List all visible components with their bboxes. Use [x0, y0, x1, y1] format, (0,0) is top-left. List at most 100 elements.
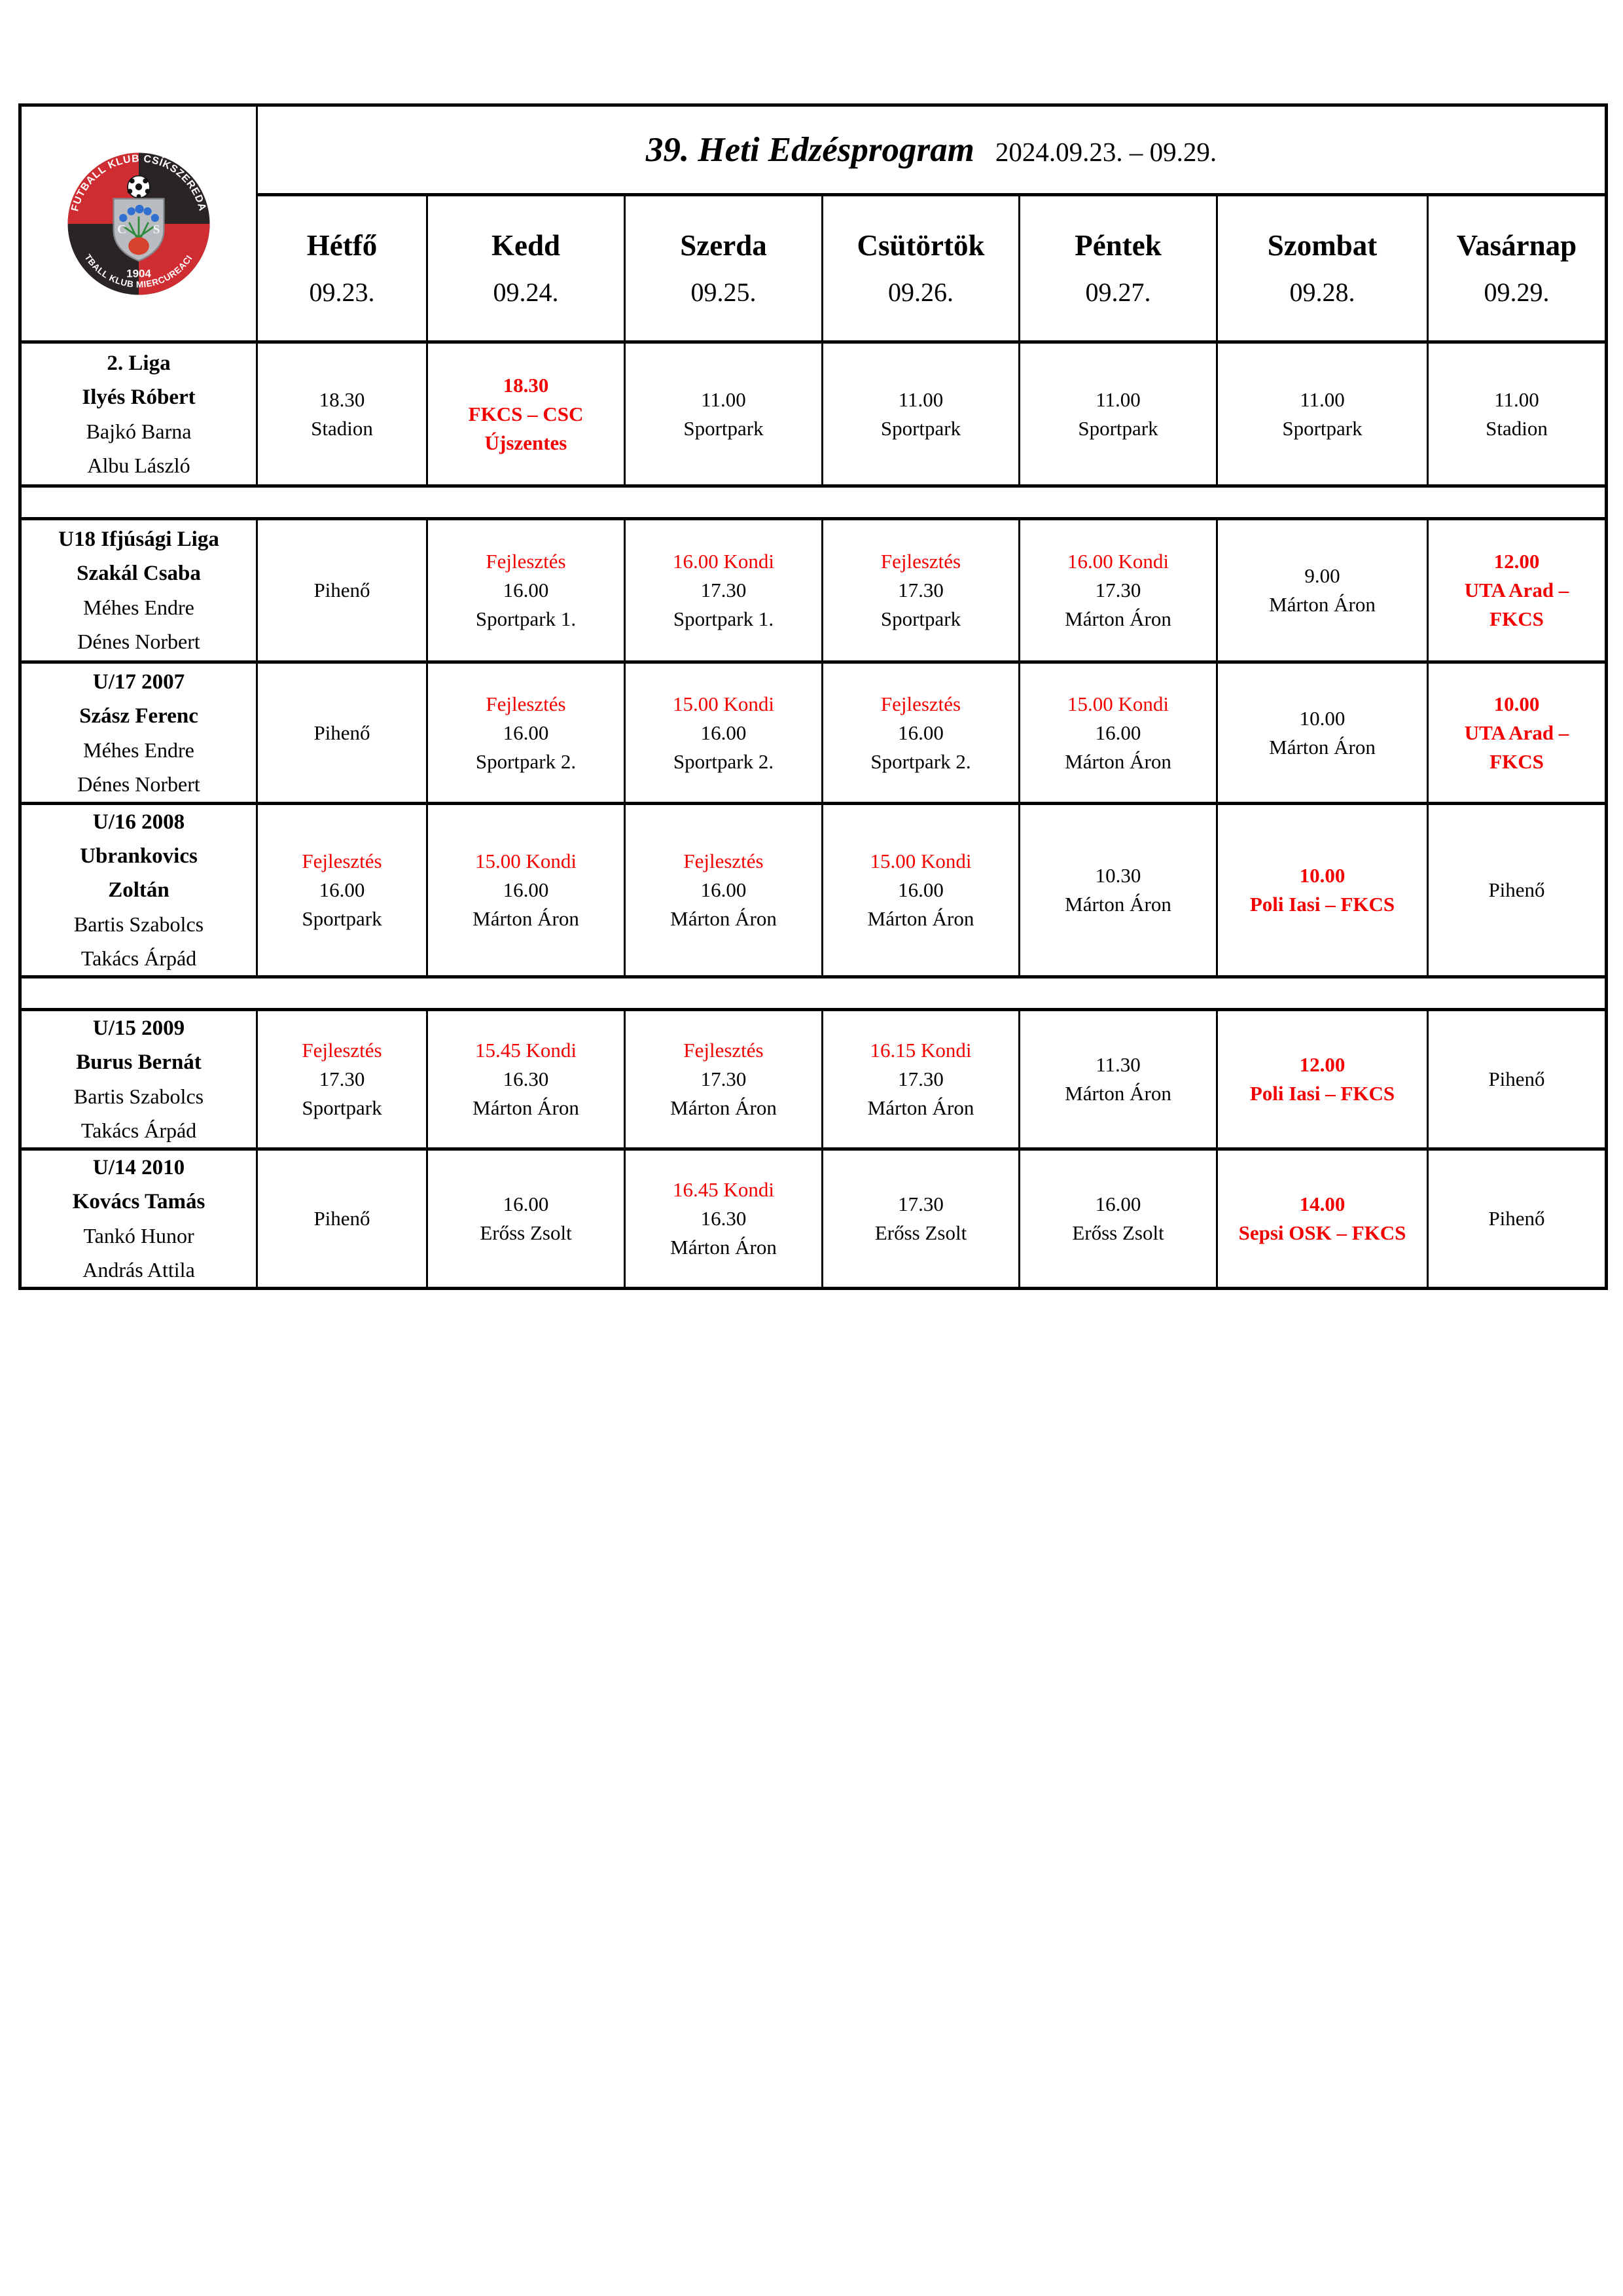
schedule-line: Újszentes	[484, 431, 567, 454]
day-date: 09.28.	[1289, 278, 1355, 308]
svg-text:S: S	[153, 223, 160, 236]
schedule-cell-u15-day6: 12.00 Poli Iasi – FKCS	[1216, 1008, 1429, 1151]
schedule-line: Stadion	[311, 416, 373, 440]
schedule-cell-u14-day2: 16.00 Erőss Zsolt	[426, 1147, 626, 1290]
schedule-line: 16.00	[700, 721, 747, 744]
team-label-line: Dénes Norbert	[77, 772, 200, 796]
schedule-line: 15.00 Kondi	[673, 692, 774, 715]
day-header-3: Szerda 09.25.	[624, 193, 823, 344]
schedule-line: Sportpark	[683, 416, 764, 440]
day-date: 09.23.	[309, 278, 375, 308]
schedule-line: 16.00 Kondi	[1067, 550, 1169, 573]
schedule-line: 10.30	[1095, 864, 1141, 887]
schedule-line: 16.00	[503, 1193, 549, 1215]
schedule-cell-u15-day7: Pihenő	[1427, 1008, 1607, 1151]
schedule-line: 10.00	[1299, 864, 1346, 887]
team-label-line: Zoltán	[108, 878, 169, 902]
schedule-line: Sportpark 1.	[475, 607, 577, 630]
schedule-line: Márton Áron	[473, 907, 579, 930]
schedule-cell-u15-day2: 15.45 Kondi 16.30 Márton Áron	[426, 1008, 626, 1151]
page-title: 39. Heti Edzésprogram	[645, 131, 974, 169]
team-row-u16: U/16 2008 Ubrankovics Zoltán Bartis Szabolc…	[19, 802, 1607, 978]
team-label-line: Bajkó Barna	[86, 419, 192, 443]
day-header-5: Péntek 09.27.	[1018, 193, 1218, 344]
schedule-cell-u16-day6: 10.00 Poli Iasi – FKCS	[1216, 802, 1429, 978]
schedule-line: Fejlesztés	[683, 1039, 764, 1062]
schedule-line: Erőss Zsolt	[480, 1221, 572, 1244]
day-name: Hétfő	[306, 228, 378, 262]
schedule-cell-u18-day2: Fejlesztés 16.00 Sportpark 1.	[426, 517, 626, 664]
schedule-cell-u14-day5: 16.00 Erőss Zsolt	[1018, 1147, 1218, 1290]
schedule-line: Fejlesztés	[880, 692, 961, 715]
day-header-row: Hétfő 09.23. Kedd 09.24. Szerda 09.25. Csütört…	[20, 193, 1607, 344]
schedule-cell-u18-day4: Fejlesztés 17.30 Sportpark	[821, 517, 1020, 664]
schedule-line: FKCS – CSC	[468, 402, 584, 425]
schedule-cell-u17-day5: 15.00 Kondi 16.00 Márton Áron	[1018, 660, 1218, 805]
schedule-line: Márton Áron	[1269, 735, 1376, 759]
day-header-2: Kedd 09.24.	[426, 193, 626, 344]
team-label-line: Ubrankovics	[80, 844, 198, 868]
team-label-line: Szász Ferenc	[79, 704, 198, 728]
schedule-line: Stadion	[1486, 416, 1548, 440]
schedule-line: Sportpark 2.	[673, 749, 774, 773]
schedule-line: Márton Áron	[473, 1096, 579, 1119]
schedule-cell-u15-day1: Fejlesztés 17.30 Sportpark	[256, 1008, 428, 1151]
schedule-line: 18.30	[319, 387, 365, 411]
day-date: 09.25.	[690, 278, 757, 308]
schedule-line: 11.30	[1096, 1053, 1141, 1076]
schedule-line: 18.30	[503, 373, 549, 397]
team-label-line: Ilyés Róbert	[82, 385, 196, 409]
schedule-cell-u14-day1: Pihenő	[256, 1147, 428, 1290]
schedule-line: Pihenő	[313, 721, 370, 744]
team-label-line: Burus Bernát	[76, 1050, 202, 1074]
day-name: Péntek	[1075, 228, 1162, 262]
schedule-line: 14.00	[1299, 1193, 1346, 1215]
schedule-cell-u16-day1: Fejlesztés 16.00 Sportpark	[256, 802, 428, 978]
day-header-1: Hétfő 09.23.	[256, 193, 428, 344]
spacer-row	[18, 975, 1608, 1011]
schedule-line: 16.00	[503, 579, 549, 601]
title-row: FUTBALL KLUB CSÍKSZEREDA FUTBALL KLUB MI…	[19, 103, 1607, 344]
schedule-cell-u17-day6: 10.00 Márton Áron	[1216, 660, 1429, 805]
title-cell: 39. Heti Edzésprogram 2024.09.23. – 09.2…	[256, 103, 1607, 196]
schedule-line: 16.45 Kondi	[673, 1178, 774, 1201]
schedule-cell-liga2-day4: 11.00 Sportpark	[821, 340, 1020, 488]
day-date: 09.24.	[493, 278, 559, 308]
schedule-line: 11.00	[1300, 387, 1345, 411]
spacer-cell	[18, 484, 1608, 520]
schedule-line: 17.30	[700, 1067, 747, 1090]
team-label-liga2: 2. Liga Ilyés Róbert Bajkó Barna Albu Lászl…	[19, 340, 258, 488]
team-label-line: Szakál Csaba	[77, 562, 201, 585]
schedule-line: Poli Iasi – FKCS	[1249, 893, 1395, 916]
schedule-line: 15.00 Kondi	[1067, 692, 1169, 715]
schedule-line: Fejlesztés	[302, 850, 382, 872]
schedule-cell-u17-day3: 15.00 Kondi 16.00 Sportpark 2.	[624, 660, 823, 805]
schedule-line: Sportpark	[302, 907, 382, 930]
schedule-line: 12.00	[1299, 1053, 1346, 1076]
schedule-line: Fejlesztés	[486, 550, 566, 573]
schedule-line: 16.00 Kondi	[673, 550, 774, 573]
team-label-line: U/14 2010	[92, 1156, 185, 1179]
schedule-line: Márton Áron	[670, 1236, 777, 1259]
schedule-line: 16.00	[503, 878, 549, 901]
schedule-line: Sportpark	[880, 607, 961, 630]
schedule-line: Márton Áron	[1065, 893, 1171, 916]
schedule-line: 10.00	[1493, 692, 1540, 715]
schedule-line: Sportpark 2.	[870, 749, 971, 773]
day-name: Vasárnap	[1456, 228, 1577, 262]
club-logo-icon: FUTBALL KLUB CSÍKSZEREDA FUTBALL KLUB MI…	[65, 150, 210, 295]
schedule-line: 16.00	[503, 721, 549, 744]
team-label-u15: U/15 2009 Burus Bernát Bartis Szabolcs Taká…	[19, 1008, 258, 1151]
schedule-line: Erőss Zsolt	[1072, 1221, 1164, 1244]
team-label-line: Méhes Endre	[83, 596, 194, 619]
club-logo-cell: FUTBALL KLUB CSÍKSZEREDA FUTBALL KLUB MI…	[19, 103, 258, 344]
schedule-line: 15.00 Kondi	[870, 850, 972, 872]
team-label-line: Albu László	[87, 453, 190, 477]
schedule-line: Sportpark 1.	[673, 607, 774, 630]
day-date: 09.27.	[1085, 278, 1151, 308]
schedule-cell-u17-day7: 10.00 UTA Arad – FKCS	[1427, 660, 1607, 805]
schedule-line: Pihenő	[1488, 1067, 1545, 1090]
schedule-cell-u17-day1: Pihenő	[256, 660, 428, 805]
day-date: 09.26.	[888, 278, 954, 308]
schedule-cell-u17-day2: Fejlesztés 16.00 Sportpark 2.	[426, 660, 626, 805]
